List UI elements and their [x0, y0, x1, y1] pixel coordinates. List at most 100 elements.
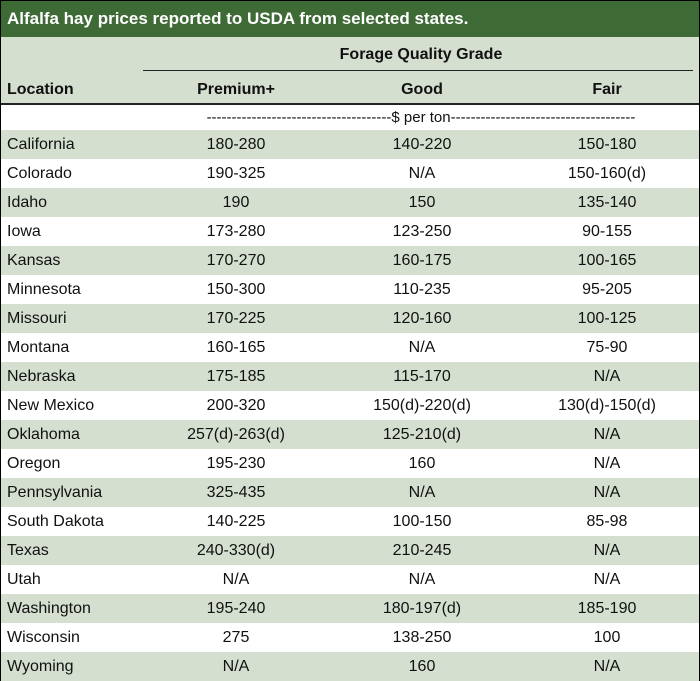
location-cell: Pennsylvania	[7, 484, 103, 501]
good-cell: 180-197(d)	[382, 600, 462, 617]
premium-cell: 200-320	[206, 397, 266, 414]
good-cell: 110-235	[393, 281, 451, 298]
premium-cell: 190	[222, 194, 250, 211]
good-cell: 123-250	[392, 223, 452, 240]
fair-cell: 100-125	[577, 310, 637, 327]
location-cell: Washington	[7, 600, 91, 617]
location-cell: Wisconsin	[7, 629, 80, 646]
location-cell: New Mexico	[7, 397, 95, 414]
location-cell: Minnesota	[7, 281, 81, 298]
table-row: Iowa 173-280 123-250 90-155	[1, 217, 699, 246]
premium-cell: 180-280	[206, 136, 266, 153]
fair-cell: 85-98	[586, 513, 628, 530]
fair-cell: 75-90	[586, 339, 628, 356]
good-cell: 115-170	[393, 368, 451, 385]
location-cell: Nebraska	[7, 368, 76, 385]
fair-cell: N/A	[593, 368, 621, 385]
location-cell: Iowa	[7, 223, 41, 240]
premium-cell: 160-165	[206, 339, 266, 356]
unit-row: -------------------------------------$ p…	[1, 105, 699, 130]
good-cell: 120-160	[392, 310, 452, 327]
location-cell: Kansas	[7, 252, 61, 269]
premium-cell: 175-185	[206, 368, 266, 385]
table-row: Washington 195-240 180-197(d) 185-190	[1, 594, 699, 623]
location-cell: Colorado	[7, 165, 72, 182]
good-column-header: Good	[401, 81, 443, 98]
fair-cell: N/A	[593, 484, 621, 501]
location-cell: South Dakota	[7, 513, 104, 530]
table-row: Idaho 190 150 135-140	[1, 188, 699, 217]
premium-cell: 325-435	[206, 484, 266, 501]
good-cell: 160-175	[392, 252, 452, 269]
premium-cell: 173-280	[206, 223, 266, 240]
good-cell: 150	[408, 194, 436, 211]
location-cell: California	[7, 136, 75, 153]
table-row: California 180-280 140-220 150-180	[1, 130, 699, 159]
good-cell: 125-210(d)	[382, 426, 462, 443]
table-row: Kansas 170-270 160-175 100-165	[1, 246, 699, 275]
good-cell: 138-250	[392, 629, 452, 646]
good-cell: N/A	[408, 339, 436, 356]
forage-quality-grade-label: Forage Quality Grade	[339, 46, 503, 63]
fair-cell: 135-140	[577, 194, 637, 211]
fair-column-header: Fair	[592, 81, 622, 98]
premium-cell: N/A	[222, 571, 250, 588]
table-row: South Dakota 140-225 100-150 85-98	[1, 507, 699, 536]
table-row: Colorado 190-325 N/A 150-160(d)	[1, 159, 699, 188]
location-cell: Utah	[7, 571, 41, 588]
fair-cell: 95-205	[582, 281, 632, 298]
table-row: Nebraska 175-185 115-170 N/A	[1, 362, 699, 391]
good-cell: 160	[408, 658, 436, 675]
header-bottom-rule	[1, 103, 699, 105]
table-header: Forage Quality Grade Location Premium+ G…	[1, 37, 699, 105]
table-row: Texas 240-330(d) 210-245 N/A	[1, 536, 699, 565]
fair-cell: N/A	[593, 658, 621, 675]
premium-cell: N/A	[222, 658, 250, 675]
good-cell: 210-245	[392, 542, 452, 559]
location-cell: Wyoming	[7, 658, 74, 675]
fair-cell: 150-180	[577, 136, 637, 153]
good-cell: N/A	[408, 165, 436, 182]
location-cell: Oklahoma	[7, 426, 80, 443]
fair-cell: 100	[593, 629, 621, 646]
premium-cell: 240-330(d)	[196, 542, 276, 559]
premium-cell: 257(d)-263(d)	[187, 426, 285, 443]
premium-cell: 195-230	[206, 455, 266, 472]
table-row: Oklahoma 257(d)-263(d) 125-210(d) N/A	[1, 420, 699, 449]
table-row: Minnesota 150-300 110-235 95-205	[1, 275, 699, 304]
premium-cell: 140-225	[206, 513, 266, 530]
good-cell: 100-150	[392, 513, 452, 530]
table-row: Wisconsin 275 138-250 100	[1, 623, 699, 652]
fair-cell: N/A	[593, 455, 621, 472]
premium-column-header: Premium+	[197, 81, 275, 98]
good-cell: N/A	[408, 571, 436, 588]
header-rule	[143, 70, 693, 71]
good-cell: 150(d)-220(d)	[373, 397, 471, 414]
table-row: Wyoming N/A 160 N/A	[1, 652, 699, 681]
fair-cell: 100-165	[577, 252, 637, 269]
premium-cell: 150-300	[206, 281, 266, 298]
table-body: California 180-280 140-220 150-180 Colorado 1…	[1, 130, 699, 681]
table-row: Oregon 195-230 160 N/A	[1, 449, 699, 478]
location-column-header: Location	[7, 81, 74, 98]
premium-cell: 190-325	[206, 165, 266, 182]
unit-label: -------------------------------------$ p…	[206, 109, 636, 126]
premium-cell: 170-225	[206, 310, 266, 327]
fair-cell: 130(d)-150(d)	[558, 397, 656, 414]
table-title: Alfalfa hay prices reported to USDA from…	[1, 1, 699, 37]
fair-cell: 150-160(d)	[567, 165, 647, 182]
table-row: Missouri 170-225 120-160 100-125	[1, 304, 699, 333]
table-row: New Mexico 200-320 150(d)-220(d) 130(d)-150…	[1, 391, 699, 420]
premium-cell: 170-270	[206, 252, 266, 269]
location-cell: Texas	[7, 542, 49, 559]
fair-cell: 185-190	[577, 600, 637, 617]
fair-cell: N/A	[593, 571, 621, 588]
good-cell: N/A	[408, 484, 436, 501]
location-cell: Oregon	[7, 455, 61, 472]
fair-cell: 90-155	[582, 223, 632, 240]
table-row: Utah N/A N/A N/A	[1, 565, 699, 594]
good-cell: 160	[408, 455, 436, 472]
fair-cell: N/A	[593, 426, 621, 443]
table-row: Pennsylvania 325-435 N/A N/A	[1, 478, 699, 507]
